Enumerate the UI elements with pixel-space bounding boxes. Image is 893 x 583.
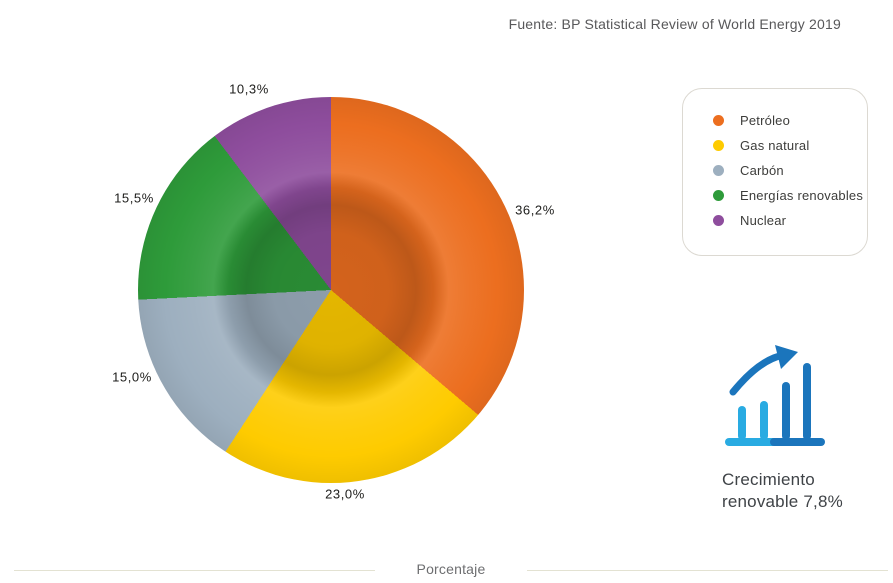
renewable-growth-annotation: Crecimiento renovable 7,8%	[716, 338, 893, 513]
growth-caption: Crecimiento renovable 7,8%	[716, 469, 893, 513]
legend-dot-icon	[713, 190, 724, 201]
source-caption: Fuente: BP Statistical Review of World E…	[508, 16, 841, 32]
legend-item-energias-renovables: Energías renovables	[713, 183, 867, 208]
legend-dot-icon	[713, 215, 724, 226]
slice-label: 10,3%	[229, 81, 269, 97]
slice-label: 23,0%	[325, 486, 365, 502]
legend-item-petroleo: Petróleo	[713, 108, 867, 133]
legend-item-label: Gas natural	[740, 138, 810, 153]
axis-label: Porcentaje	[374, 561, 528, 577]
axis-divider-line: Porcentaje	[14, 561, 888, 577]
legend-item-label: Nuclear	[740, 213, 787, 228]
legend: Petróleo Gas natural Carbón Energías ren…	[682, 88, 868, 256]
legend-dot-icon	[713, 140, 724, 151]
legend-item-gas-natural: Gas natural	[713, 133, 867, 158]
growth-bar-chart-arrow-icon	[725, 345, 825, 446]
legend-item-carbon: Carbón	[713, 158, 867, 183]
pie-chart	[138, 97, 524, 483]
legend-item-nuclear: Nuclear	[713, 208, 867, 233]
growth-caption-line2: renovable 7,8%	[722, 492, 843, 511]
legend-item-label: Petróleo	[740, 113, 791, 128]
growth-caption-line1: Crecimiento	[722, 470, 815, 489]
legend-dot-icon	[713, 165, 724, 176]
legend-dot-icon	[713, 115, 724, 126]
legend-item-label: Carbón	[740, 163, 784, 178]
pie-slices	[138, 97, 524, 483]
legend-item-label: Energías renovables	[740, 188, 864, 203]
